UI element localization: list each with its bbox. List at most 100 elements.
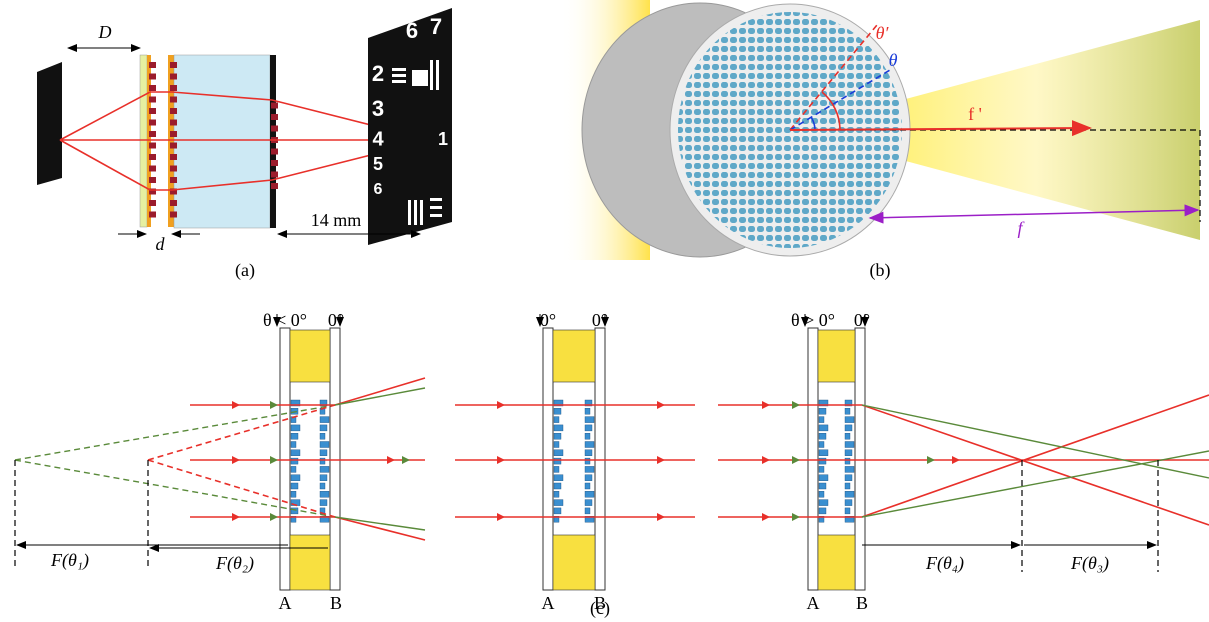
chart-digit: 6 [374,181,383,198]
meta-atom [554,466,559,472]
meta-atom [320,417,329,423]
meta-atom [320,483,325,489]
figure: 6 7 2 3 4 5 6 1 D d 14 mm (a) θ′ θ f ' f… [0,0,1209,622]
plate-A [543,328,553,590]
plates [277,314,865,590]
meta-atom [320,466,329,472]
meta-atom [845,475,852,481]
meta-atom [845,500,852,506]
cell [149,85,156,91]
plate-B [595,328,605,590]
meta-atom [291,466,296,472]
plate-B [330,328,340,590]
meta-atom [291,458,298,464]
meta-atom [554,425,563,431]
meta-atom [819,500,828,506]
arrowhead [497,513,505,521]
meta-atom [819,408,826,414]
cell [170,212,177,218]
cell [271,149,278,155]
angle-label: 0° [540,310,556,330]
plate-B [855,328,865,590]
angle-label: θ > 0° [791,310,835,330]
plate-A [808,328,818,590]
chart-digit: 2 [372,61,384,86]
meta-atom [819,491,824,497]
angle-label: θ < 0° [263,310,307,330]
arrowhead [657,513,665,521]
arrowhead [762,513,770,521]
panel-a: 6 7 2 3 4 5 6 1 D d 14 mm (a) [37,8,452,281]
meta-atom [554,408,561,414]
arrowhead [232,513,240,521]
small-test-chart [37,62,62,185]
plate-A [280,328,290,590]
meta-atom [320,442,329,448]
cell [149,131,156,137]
cell [170,74,177,80]
arrowhead [657,456,665,464]
arrowhead [497,401,505,409]
meta-atom [585,475,592,481]
plate [140,55,147,227]
meta-atom [845,442,854,448]
substrate [174,55,270,228]
cell [170,62,177,68]
meta-atom [585,500,592,506]
spacer [290,535,330,590]
meta-atom [845,450,852,456]
meta-atom [554,450,563,456]
cell [170,85,177,91]
meta-atom [554,500,563,506]
meta-atom [291,433,298,439]
meta-atom [819,450,828,456]
arrowhead [387,456,395,464]
meta-atom [585,417,594,423]
meta-atom [320,458,325,464]
cell [170,177,177,183]
meta-atom [585,458,590,464]
distance-label: 14 mm [311,210,362,230]
meta-atom [554,442,559,448]
chart-digit: 7 [430,14,442,39]
meta-atom [320,433,325,439]
cell [149,120,156,126]
cell [170,108,177,114]
meta-atom [320,475,327,481]
meta-atom [845,408,850,414]
meta-atom [585,483,590,489]
panel-c: θ < 0° 0° A B F(θ₁) F(θ₂) 0° 0° A B θ > … [15,310,1209,619]
meta-atom [845,483,850,489]
plate-label: A [807,593,820,613]
f-prime: f ' [968,104,982,124]
meta-atom [585,450,592,456]
arrowhead [270,513,278,521]
arrowhead [952,456,960,464]
meta-atom [554,483,561,489]
meta-atom [819,508,826,514]
panel-label: (c) [590,598,610,619]
plate-label: A [542,593,555,613]
meta-atom [585,442,594,448]
cell [149,177,156,183]
meta-atom [291,450,300,456]
label-d: d [156,234,166,254]
cell [271,172,278,178]
arrowhead [762,456,770,464]
angle-label: 0° [328,310,344,330]
theta-prime: θ′ [876,23,890,43]
cell [170,166,177,172]
cell [170,97,177,103]
chart-digit: 6 [406,18,418,43]
arrowhead [232,401,240,409]
cell [271,160,278,166]
meta-atom [819,483,826,489]
meta-atom [291,475,300,481]
angle-label: 0° [592,310,608,330]
arrowhead [270,401,278,409]
arrowhead [762,401,770,409]
cell [170,154,177,160]
cell [170,120,177,126]
cell [149,212,156,218]
meta-atom [819,417,824,423]
